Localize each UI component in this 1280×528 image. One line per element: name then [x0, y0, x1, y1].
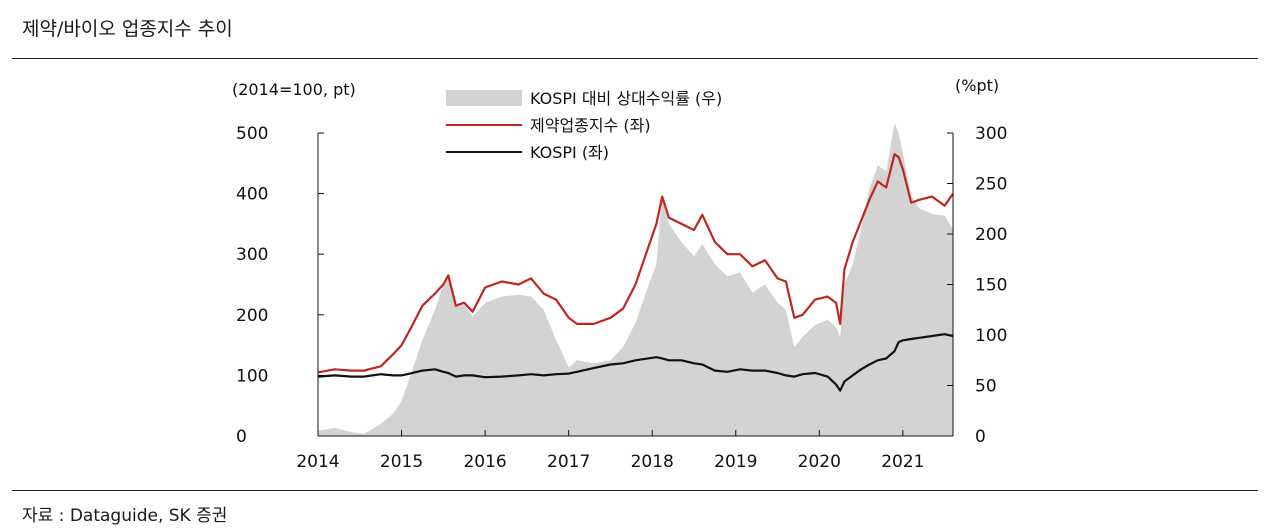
legend-label-relative-return: KOSPI 대비 상대수익률 (우)	[530, 89, 722, 108]
left-axis-tick-label: 200	[236, 306, 268, 326]
left-axis-tick-label: 100	[236, 366, 268, 386]
line-layer	[317, 153, 954, 392]
legend-swatch-relative-return	[446, 90, 522, 106]
bottom-rule	[12, 490, 1258, 491]
figure-title: 제약/바이오 업종지수 추이	[22, 18, 233, 40]
series-line-kospi	[317, 333, 954, 392]
x-axis-tick-label: 2021	[881, 452, 924, 472]
right-axis-tick-label: 50	[975, 377, 997, 397]
right-axis-tick-label: 0	[975, 427, 986, 447]
left-axis-tick-label: 500	[236, 124, 268, 144]
right-axis-tick-label: 300	[975, 124, 1007, 144]
left-axis-tick-label: 0	[236, 427, 247, 447]
legend: KOSPI 대비 상대수익률 (우) 제약업종지수 (좌) KOSPI (좌)	[446, 89, 722, 162]
legend-label-kospi: KOSPI (좌)	[530, 143, 609, 162]
area-layer	[318, 122, 953, 437]
x-axis-tick-label: 2019	[714, 452, 757, 472]
legend-label-pharma-index: 제약업종지수 (좌)	[530, 116, 651, 135]
left-axis-tick-label: 300	[236, 245, 268, 265]
x-axis-tick-label: 2017	[547, 452, 590, 472]
left-axis-unit-label: (2014=100, pt)	[232, 80, 356, 99]
right-axis-tick-label: 100	[975, 326, 1007, 346]
right-axis-unit-label: (%pt)	[955, 76, 999, 95]
top-rule	[12, 58, 1258, 59]
right-axis-tick-label: 150	[975, 276, 1007, 296]
x-axis-tick-label: 2016	[463, 452, 506, 472]
right-axis-tick-label: 250	[975, 175, 1007, 195]
left-axis-tick-label: 400	[236, 185, 268, 205]
series-area-relative-return	[318, 122, 953, 437]
x-axis-tick-label: 2020	[798, 452, 841, 472]
x-axis-tick-label: 2018	[631, 452, 674, 472]
series-line-pharma-index	[317, 153, 954, 374]
ticks-layer: 0 100 200 300 400 500 0 50 100 150 200 250 300 2014 20…	[236, 124, 1007, 472]
x-axis-tick-label: 2014	[296, 452, 339, 472]
source-note: 자료 : Dataguide, SK 증권	[22, 506, 228, 526]
right-axis-tick-label: 200	[975, 225, 1007, 245]
x-axis-tick-label: 2015	[380, 452, 423, 472]
